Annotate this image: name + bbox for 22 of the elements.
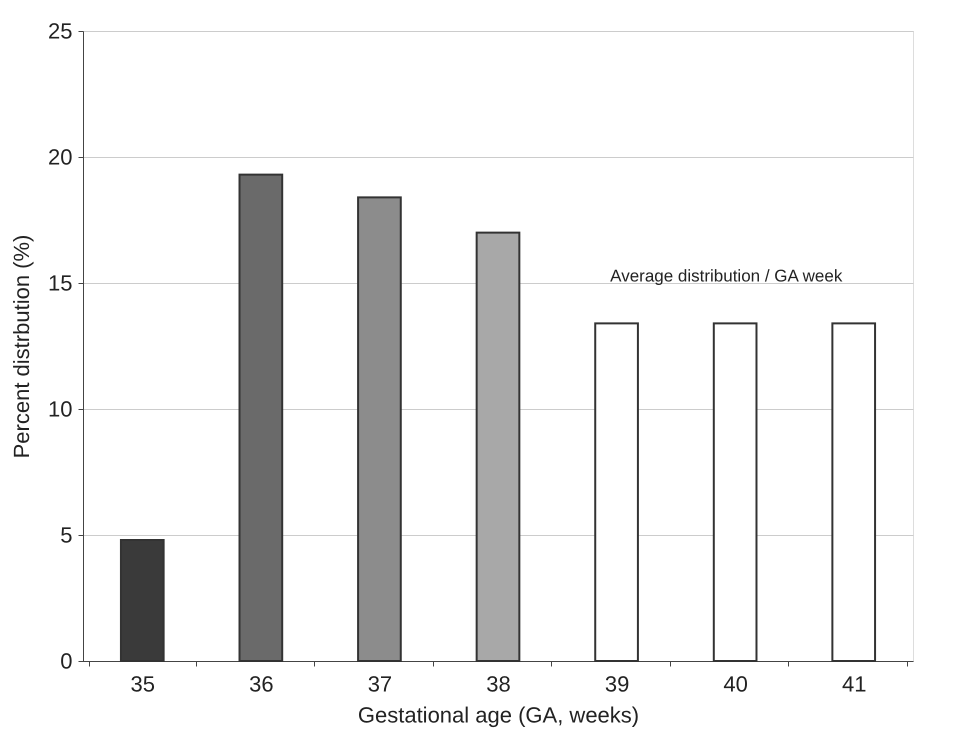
x-tick-label: 38 [486,672,511,696]
x-tick-label: 36 [249,672,274,696]
bar [357,196,402,662]
bar [831,322,876,662]
x-tick-label: 35 [130,672,156,696]
bar [476,232,520,662]
x-tick-label: 37 [368,672,392,696]
y-tick-label: 25 [48,18,72,44]
x-tick-label: 39 [604,672,630,696]
y-tick-label: 15 [48,270,72,296]
bar [594,322,639,662]
y-tick-label: 20 [48,144,72,170]
y-tick-label: 0 [60,648,72,674]
y-tick-label: 5 [60,522,72,548]
bar [712,322,758,662]
y-tick-label: 10 [48,396,72,422]
annotation: Average distribution / GA week [610,266,843,286]
x-axis-title: Gestational age (GA, weeks) [358,702,640,728]
x-tick-label: 40 [723,672,748,696]
bar [238,174,284,662]
x-tick-label: 41 [842,672,866,696]
y-axis-title: Percent distrbution (%) [9,234,34,458]
